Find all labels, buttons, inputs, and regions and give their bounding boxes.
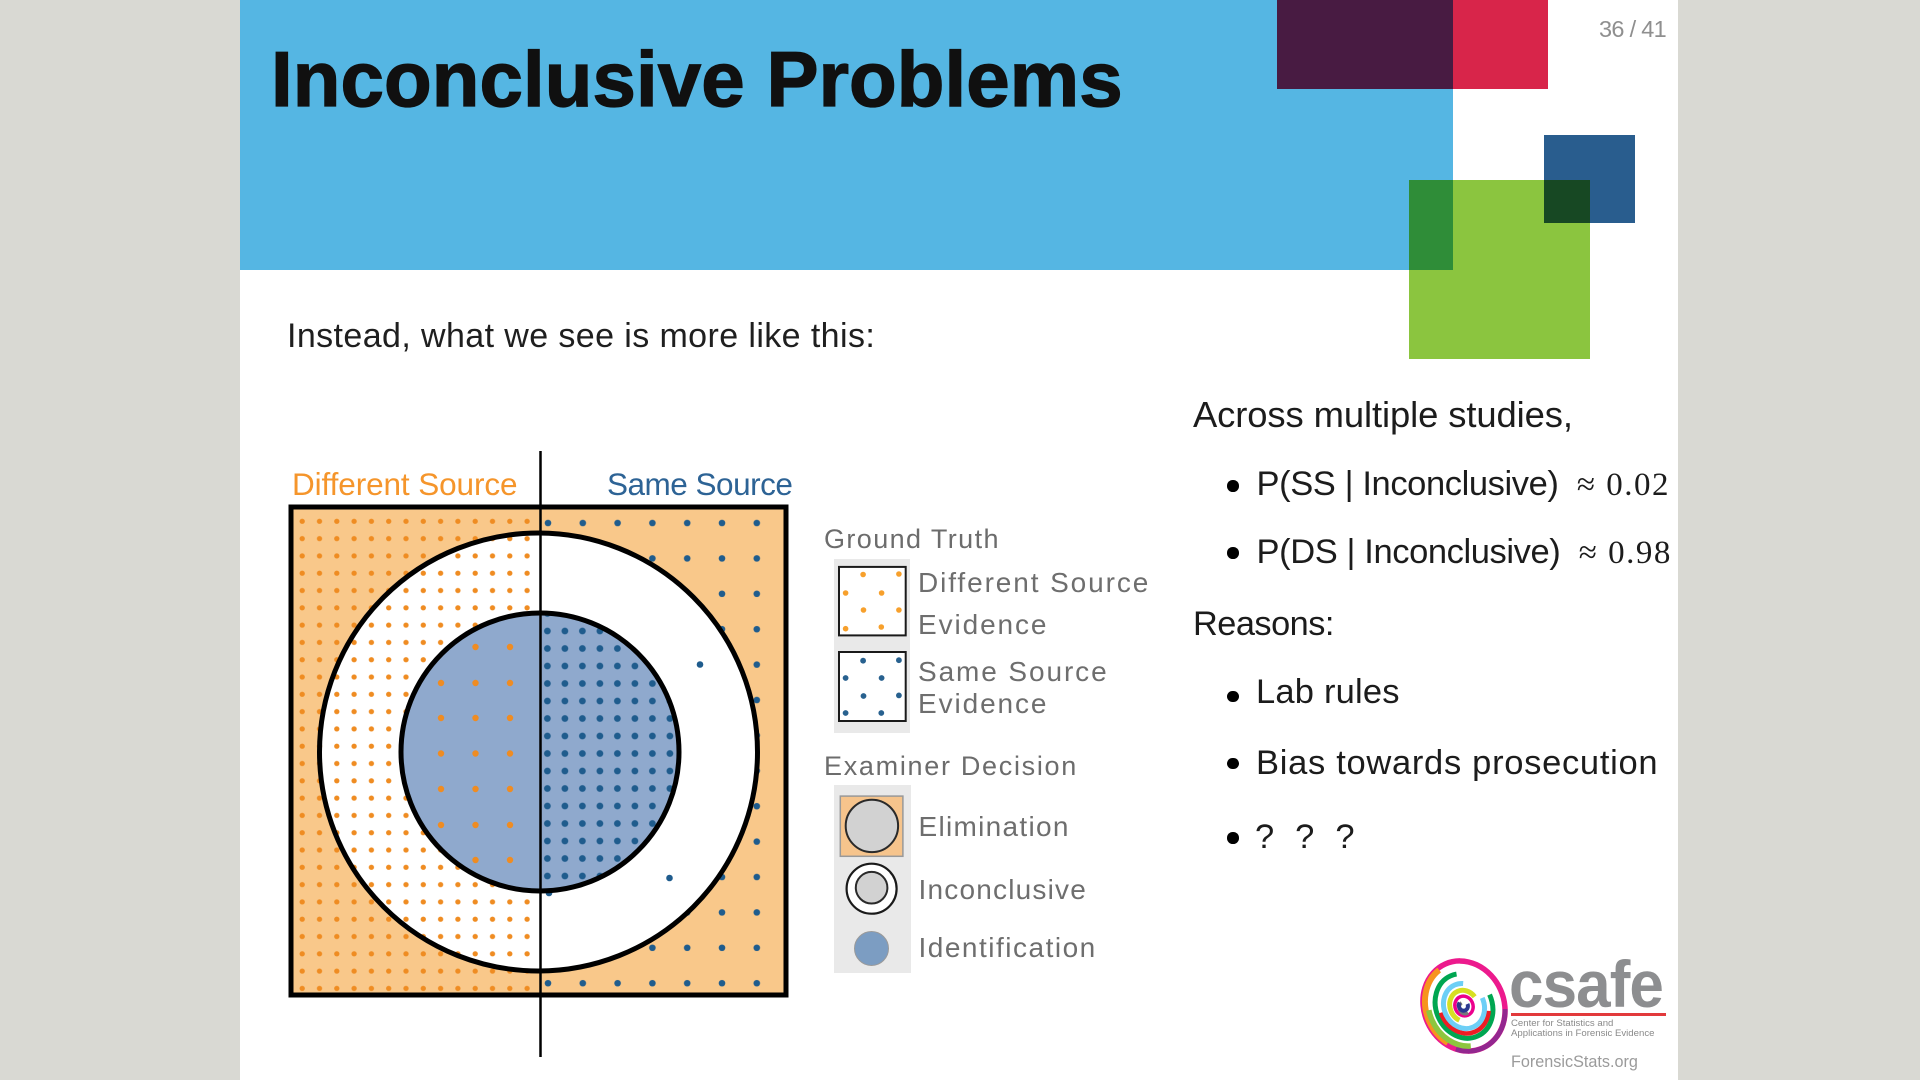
svg-text:Same Source: Same Source (607, 466, 792, 502)
svg-text:Different Source: Different Source (292, 466, 517, 502)
